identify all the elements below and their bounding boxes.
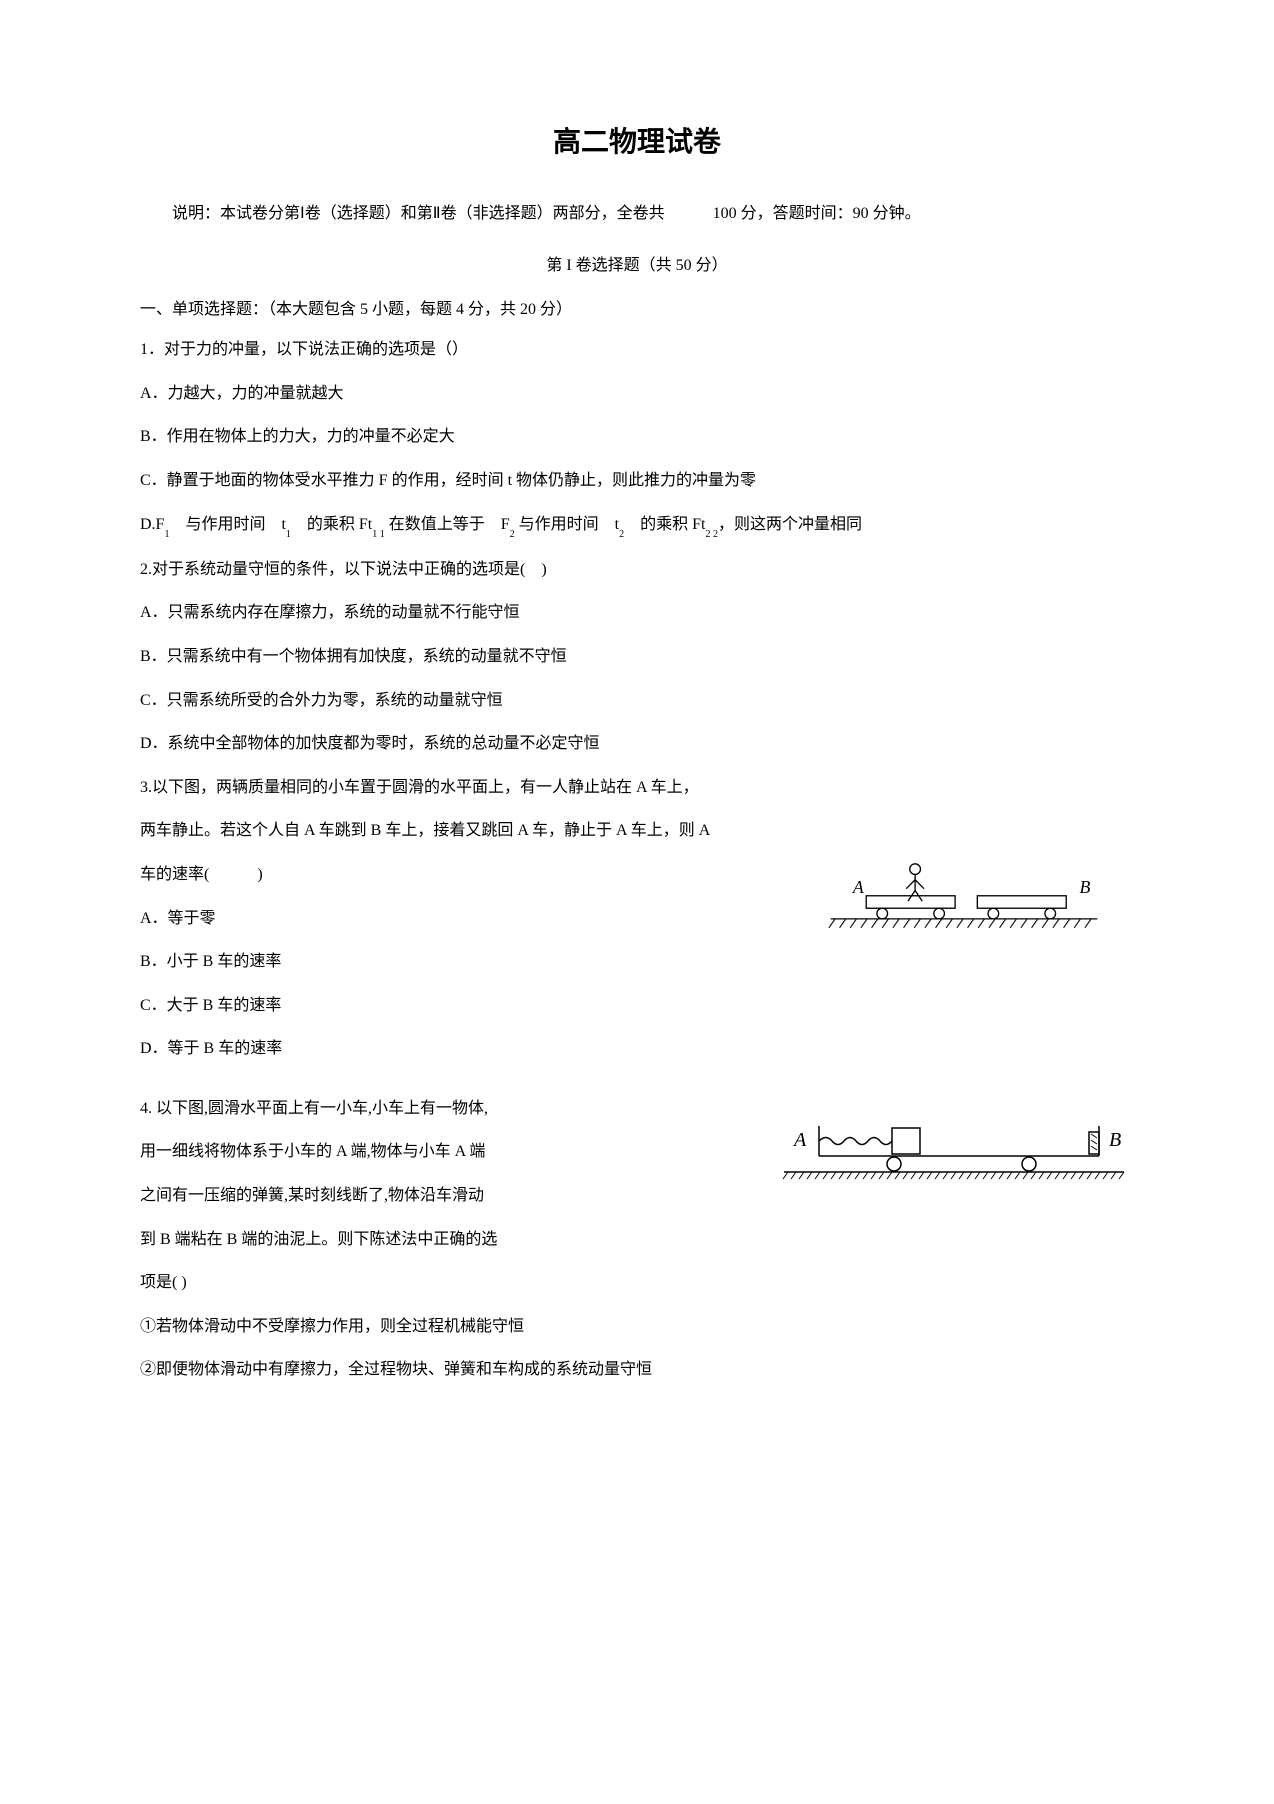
q1-option-c: C．静置于地面的物体受水平推力 F 的作用，经时间 t 物体仍静止，则此推力的冲… [140,468,1134,494]
q2-option-c: C．只需系统所受的合外力为零，系统的动量就守恒 [140,688,1134,714]
q4-stem4: 到 B 端粘在 B 端的油泥上。则下陈述法中正确的选 [140,1227,754,1253]
page-title: 高二物理试卷 [140,120,1134,160]
q3-option-c: C．大于 B 车的速率 [140,993,1134,1019]
sub-11: 1 1 [372,529,385,540]
q4-stem3: 之间有一压缩的弹簧,某时刻线断了,物体沿车滑动 [140,1183,754,1209]
q1-stem: 1．对于力的冲量，以下说法正确的选项是（） [140,337,1134,363]
subsection: 一、单项选择题：（本大题包含 5 小题，每题 4 分，共 20 分） [140,295,1134,319]
q1-option-d: D.F1 与作用时间 t1 的乘积 Ft1 1 在数值上等于 F2 与作用时间 … [140,512,1134,539]
q1-d-end: ，则这两个冲量相同 [718,516,862,533]
sub-1b: 1 [286,529,291,540]
q2-option-d: D．系统中全部物体的加快度都为零时，系统的总动量不必定守恒 [140,731,1134,757]
q4-sub1: ①若物体滑动中不受摩擦力作用，则全过程机械能守恒 [140,1314,1134,1340]
sub-1a: 1 [164,529,169,540]
q4-label-a: A [792,1129,807,1151]
q4-sub2: ②即便物体滑动中有摩擦力，全过程物块、弹簧和车构成的系统动量守恒 [140,1357,1134,1383]
section-header: 第 I 卷选择题（共 50 分） [140,251,1134,275]
q4-row: 4. 以下图,圆滑水平面上有一小车,小车上有一物体, 用一细线将物体系于小车的 … [140,1096,1134,1314]
q3-option-b: B．小于 B 车的速率 [140,949,774,975]
q3-stem3: 车的速率( ) [140,862,774,888]
q3-option-d: D．等于 B 车的速率 [140,1036,1134,1062]
q3-row: 车的速率( ) A．等于零 B．小于 B 车的速率 A B [140,862,1134,993]
q3-stem1: 3.以下图，两辆质量相同的小车置于圆滑的水平面上，有一人静止站在 A 车上， [140,775,1134,801]
q2-stem: 2.对于系统动量守恒的条件，以下说法中正确的选项是( ) [140,557,1134,583]
q1-d-mid1: 与作用时间 t [169,516,285,533]
q4-stem1: 4. 以下图,圆滑水平面上有一小车,小车上有一物体, [140,1096,754,1122]
q3-label-b: B [1080,877,1091,897]
q1-option-a: A．力越大，力的冲量就越大 [140,381,1134,407]
q3-option-a: A．等于零 [140,906,774,932]
q1-option-b: B．作用在物体上的力大，力的冲量不必定大 [140,424,1134,450]
q1-d-mid3: 在数值上等于 F [385,516,510,533]
q2-option-b: B．只需系统中有一个物体拥有加快度，系统的动量就不守恒 [140,644,1134,670]
q1-d-mid5: 的乘积 Ft [624,516,705,533]
q4-label-b: B [1109,1129,1121,1151]
sub-2b: 2 [619,529,624,540]
q4-stem5: 项是( ) [140,1270,754,1296]
sub-22: 2 2 [705,529,718,540]
q3-diagram: A B [794,862,1134,942]
sub-2a: 2 [510,529,515,540]
q1-d-mid2: 的乘积 Ft [291,516,372,533]
q4-diagram: A B [774,1116,1134,1196]
q3-label-a: A [852,877,864,897]
q1-d-mid4: 与作用时间 t [515,516,619,533]
q4-stem2: 用一细线将物体系于小车的 A 端,物体与小车 A 端 [140,1139,754,1165]
q3-stem2: 两车静止。若这个人自 A 车跳到 B 车上，接着又跳回 A 车，静止于 A 车上… [140,818,1134,844]
instructions: 说明：本试卷分第Ⅰ卷（选择题）和第Ⅱ卷（非选择题）两部分，全卷共 100 分，答… [140,196,1134,231]
q1-d-pre: D.F [140,516,164,533]
q2-option-a: A．只需系统内存在摩擦力，系统的动量就不行能守恒 [140,600,1134,626]
